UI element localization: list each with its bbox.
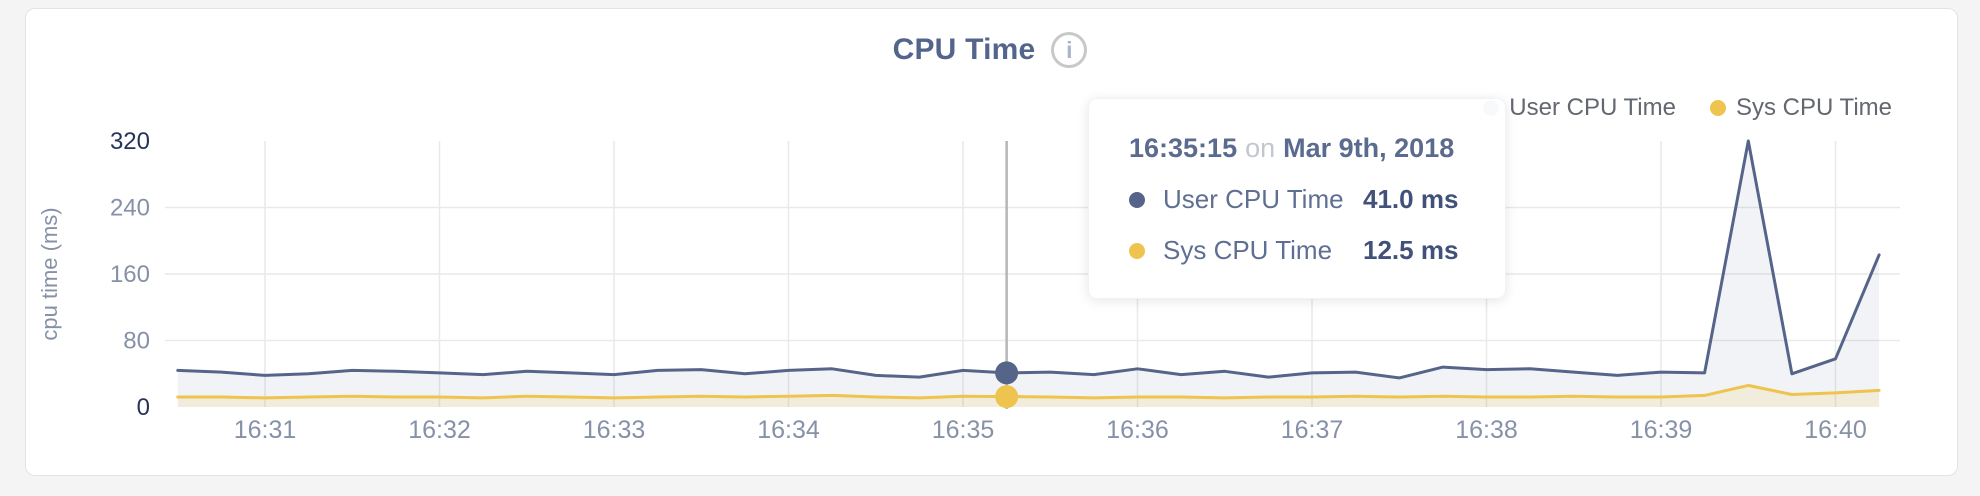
user-cpu-dot-icon: [1129, 191, 1145, 208]
tooltip-connector: on: [1245, 133, 1276, 163]
svg-text:240: 240: [110, 195, 150, 222]
tooltip-date: Mar 9th, 2018: [1283, 133, 1455, 163]
svg-text:160: 160: [110, 261, 150, 288]
x-axis-labels: 16:31 16:32 16:33 16:34 16:35 16:36 16:37 16:38…: [234, 416, 1867, 444]
info-icon[interactable]: i: [1051, 32, 1088, 68]
svg-text:16:36: 16:36: [1106, 416, 1169, 444]
svg-text:16:33: 16:33: [583, 416, 646, 444]
svg-text:16:37: 16:37: [1281, 416, 1344, 444]
legend-item-user-cpu-time[interactable]: User CPU Time: [1483, 94, 1676, 122]
page-title: CPU Time: [892, 33, 1036, 66]
legend-label: User CPU Time: [1509, 94, 1676, 121]
y-axis-title: cpu time (ms): [37, 207, 62, 340]
series-line-user-cpu: [176, 139, 1881, 380]
svg-text:16:40: 16:40: [1804, 416, 1867, 444]
chart-header: CPU Time i: [0, 32, 1980, 68]
tooltip-time: 16:35:15: [1129, 133, 1238, 163]
tooltip-row-user-cpu: User CPU Time 41.0 ms: [1129, 184, 1475, 215]
hover-dot-user-cpu: [995, 361, 1019, 385]
svg-text:16:34: 16:34: [757, 416, 820, 444]
series-area-user-cpu: [177, 141, 1880, 407]
hover-marker: [995, 141, 1019, 409]
grid: [165, 141, 1900, 407]
svg-text:0: 0: [137, 394, 150, 421]
tooltip-row-sys-cpu: Sys CPU Time 12.5 ms: [1129, 235, 1475, 266]
tooltip-series-value: 12.5 ms: [1363, 235, 1459, 265]
sys-cpu-dot-icon: [1129, 242, 1145, 259]
legend-label: Sys CPU Time: [1735, 94, 1892, 121]
series-line-sys-cpu: [176, 383, 1881, 400]
chart-tooltip: 16:35:15 on Mar 9th, 2018 User CPU Time 41…: [1088, 98, 1506, 299]
chart-legend: User CPU Time Sys CPU Time: [1483, 94, 1892, 122]
svg-text:320: 320: [110, 128, 150, 155]
svg-text:16:39: 16:39: [1630, 416, 1693, 444]
tooltip-series-label: User CPU Time: [1163, 184, 1344, 214]
svg-text:16:35: 16:35: [932, 416, 995, 444]
hover-dot-sys-cpu: [995, 385, 1019, 409]
tooltip-title: 16:35:15 on Mar 9th, 2018: [1129, 133, 1475, 164]
legend-item-sys-cpu-time[interactable]: Sys CPU Time: [1709, 94, 1892, 122]
y-axis-labels: 0 80 160 240 320: [110, 128, 150, 421]
svg-text:80: 80: [123, 328, 150, 355]
tooltip-series-label: Sys CPU Time: [1163, 235, 1333, 265]
sys-cpu-legend-dot: [1709, 100, 1726, 116]
svg-text:16:32: 16:32: [408, 416, 471, 444]
series-area-sys-cpu: [177, 385, 1880, 407]
svg-text:16:31: 16:31: [234, 416, 297, 444]
svg-text:16:38: 16:38: [1455, 416, 1518, 444]
tooltip-series-value: 41.0 ms: [1363, 184, 1459, 214]
